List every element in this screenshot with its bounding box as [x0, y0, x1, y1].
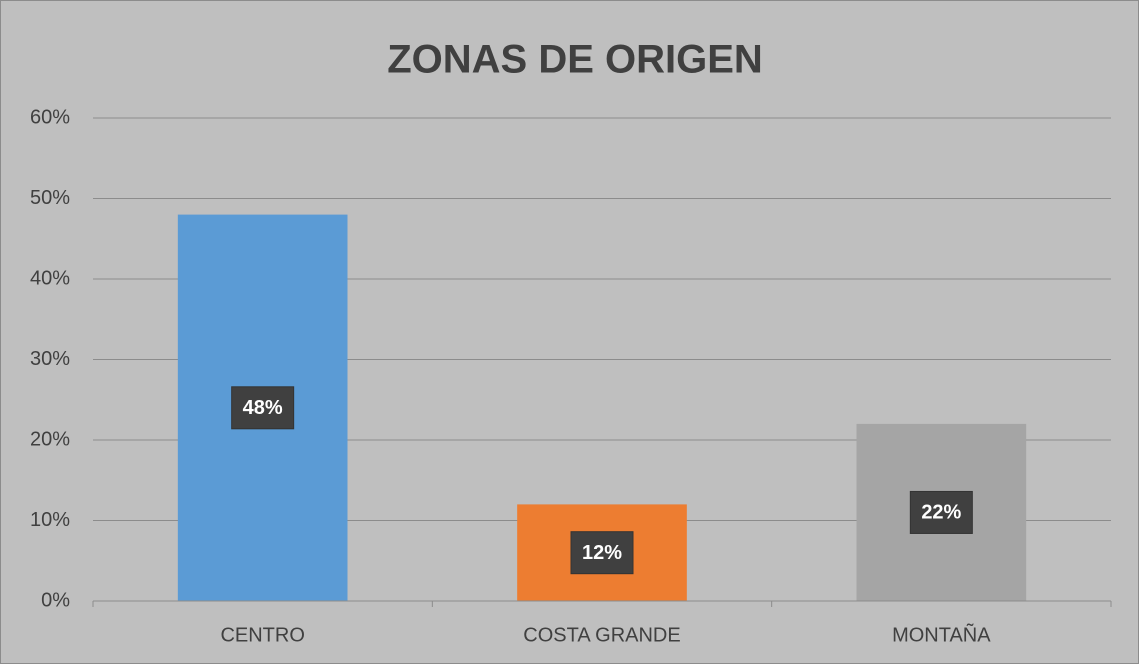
data-label-box	[231, 386, 295, 430]
data-label-box	[909, 490, 973, 534]
chart-title: ZONAS DE ORIGEN	[387, 38, 763, 82]
y-tick-label: 40%	[30, 267, 70, 289]
data-label: 22%	[921, 502, 961, 524]
y-tick-label: 30%	[30, 348, 70, 370]
data-label: 12%	[582, 542, 622, 564]
data-label: 48%	[243, 397, 283, 419]
y-tick-label: 10%	[30, 509, 70, 531]
y-tick-label: 60%	[30, 106, 70, 128]
x-tick-label: COSTA GRANDE	[523, 624, 680, 646]
y-tick-label: 50%	[30, 187, 70, 209]
data-label-box	[570, 531, 634, 575]
y-tick-label: 20%	[30, 428, 70, 450]
x-tick-label: CENTRO	[220, 624, 304, 646]
y-tick-label: 0%	[41, 589, 70, 611]
x-tick-label: MONTAÑA	[892, 622, 991, 646]
